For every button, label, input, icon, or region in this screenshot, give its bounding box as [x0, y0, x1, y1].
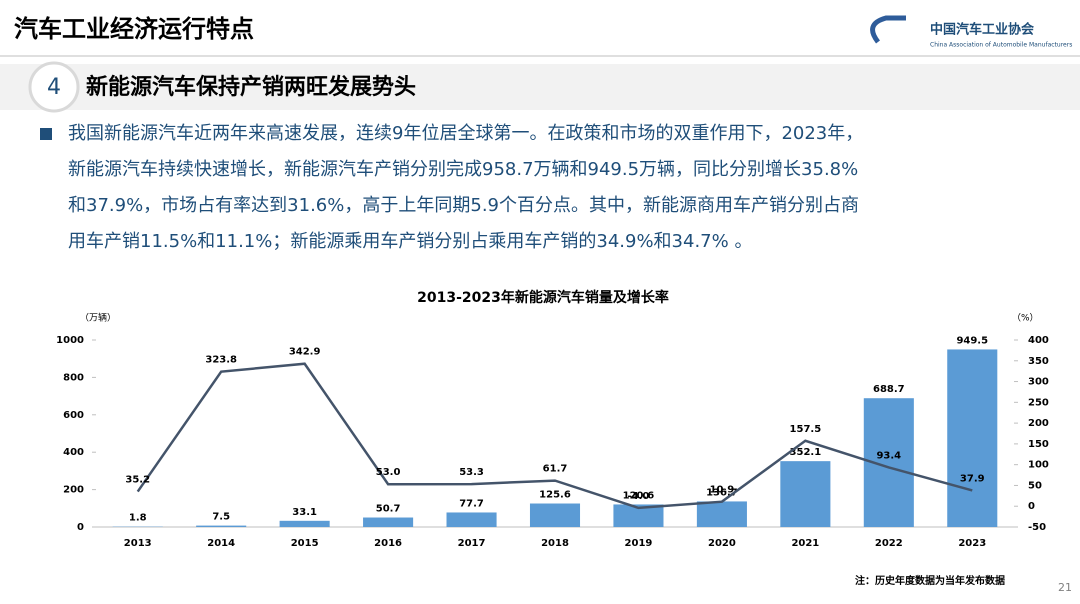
bar-value-label: 688.7 — [873, 384, 905, 395]
line-value-label: 53.3 — [459, 467, 484, 478]
section-title: 新能源汽车保持产销两旺发展势头 — [86, 74, 416, 100]
y-tick-label: 800 — [63, 372, 84, 383]
bar — [947, 349, 998, 527]
bar-value-label: 120.6 — [623, 490, 655, 501]
paragraph-line: 新能源汽车持续快速增长，新能源汽车产销分别完成958.7万辆和949.5万辆，同… — [68, 159, 858, 180]
x-tick-label: 2015 — [291, 538, 319, 549]
bar — [196, 525, 247, 527]
line-value-label: 61.7 — [543, 464, 568, 475]
bar — [696, 501, 747, 527]
x-tick-label: 2022 — [875, 538, 903, 549]
line — [136, 362, 973, 510]
bar-value-label: 7.5 — [212, 512, 230, 523]
section-band — [0, 64, 1080, 110]
bar-value-label: 352.1 — [790, 447, 822, 458]
y2-tick-label: 50 — [1028, 480, 1042, 491]
x-tick-label: 2021 — [791, 538, 819, 549]
y2-axis-label: （%） — [1012, 313, 1039, 324]
x-tick-label: 2018 — [541, 538, 569, 549]
y2-tick-label: 400 — [1028, 335, 1049, 346]
page-number: 21 — [1058, 581, 1072, 594]
line-value-label: 93.4 — [876, 450, 901, 461]
y2-tick-label: 100 — [1028, 460, 1049, 471]
bar-value-label: 136.7 — [706, 487, 738, 498]
logo — [870, 15, 906, 44]
line-value-label: 10.9 — [710, 485, 735, 496]
bar — [613, 504, 664, 527]
y-tick-label: 0 — [77, 522, 84, 533]
y2-tick-label: 350 — [1028, 356, 1049, 367]
x-tick-label: 2016 — [374, 538, 402, 549]
y-axis-label: （万辆） — [80, 312, 116, 324]
bar — [780, 461, 831, 527]
y2-tick-label: 150 — [1028, 439, 1049, 450]
bar — [446, 512, 497, 527]
bar-value-label: 125.6 — [539, 490, 571, 501]
section-number: 4 — [47, 75, 61, 100]
paragraph-line: 用车产销11.5%和11.1%；新能源乘用车产销分别占乘用车产销的34.9%和3… — [68, 231, 752, 252]
chart-title: 2013-2023年新能源汽车销量及增长率 — [417, 289, 669, 306]
bar-value-label: 50.7 — [376, 504, 401, 515]
x-tick-label: 2013 — [124, 538, 152, 549]
y2-tick-label: 0 — [1028, 501, 1035, 512]
bar — [363, 517, 414, 527]
line-value-label: 53.0 — [376, 467, 401, 478]
x-tick-label: 2019 — [625, 538, 653, 549]
x-tick-label: 2023 — [958, 538, 986, 549]
bar-value-label: 77.7 — [459, 498, 484, 509]
bar-value-label: 949.5 — [956, 335, 988, 346]
line-value-label: -4.0 — [628, 491, 650, 502]
line-value-label: 37.9 — [960, 473, 985, 484]
bar-value-label: 33.1 — [292, 507, 317, 518]
bar — [529, 503, 581, 527]
y-tick-label: 600 — [63, 410, 84, 421]
bar-value-label: 1.8 — [129, 513, 147, 524]
line-value-label: 323.8 — [205, 355, 237, 366]
y2-tick-label: 200 — [1028, 418, 1049, 429]
x-tick-label: 2020 — [708, 538, 736, 549]
y2-tick-label: 300 — [1028, 377, 1049, 388]
paragraph-line: 和37.9%，市场占有率达到31.6%，高于上年同期5.9个百分点。其中，新能源… — [68, 195, 859, 216]
y-tick-label: 400 — [63, 447, 84, 458]
y-tick-label: 1000 — [56, 335, 84, 346]
line-value-label: 157.5 — [790, 424, 822, 435]
header-title: 汽车工业经济运行特点 — [14, 15, 254, 43]
y2-tick-label: -50 — [1028, 522, 1046, 533]
paragraph-line: 我国新能源汽车近两年来高速发展，连续9年位居全球第一。在政策和市场的双重作用下，… — [68, 123, 863, 144]
x-tick-label: 2017 — [458, 538, 486, 549]
line-value-label: 35.2 — [125, 475, 150, 486]
line-value-label: 342.9 — [289, 347, 321, 358]
bullet — [40, 128, 52, 140]
x-tick-label: 2014 — [207, 538, 235, 549]
y2-tick-label: 250 — [1028, 397, 1049, 408]
section-badge — [28, 61, 80, 113]
org-cn: 中国汽车工业协会 — [930, 22, 1035, 38]
org-en: China Association of Automobile Manufact… — [930, 42, 1072, 49]
y-tick-label: 200 — [63, 485, 84, 496]
footnote: 注：历史年度数据为当年发布数据 — [855, 574, 1005, 587]
bar — [279, 520, 330, 527]
